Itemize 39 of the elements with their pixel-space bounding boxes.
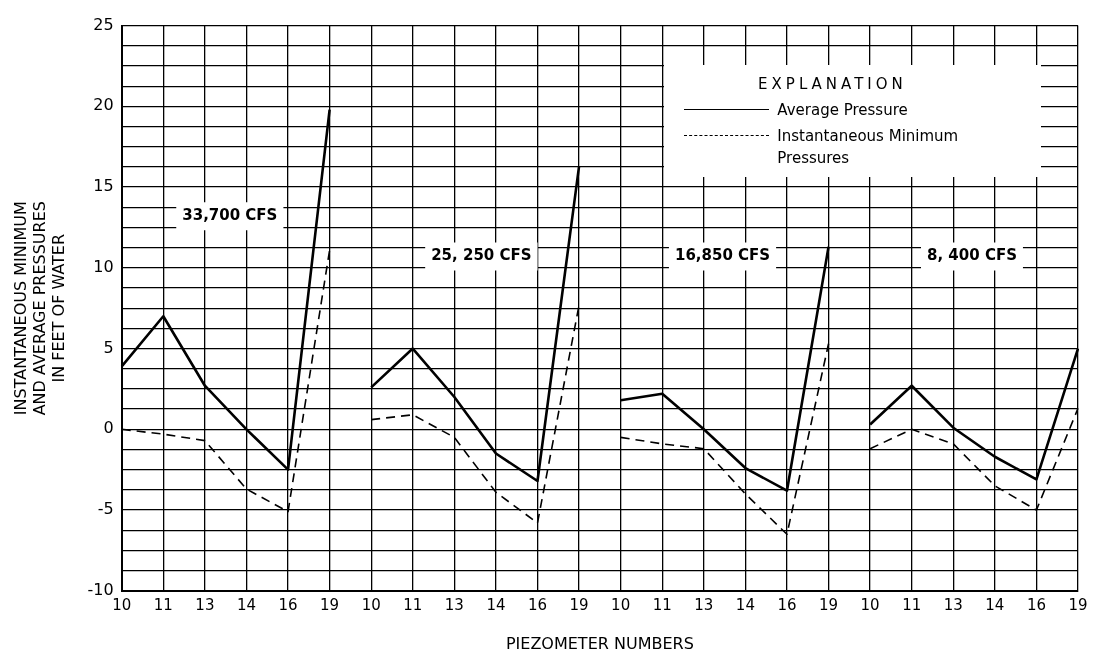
- x-axis-title: PIEZOMETER NUMBERS: [505, 633, 694, 653]
- x-tick-label: 16: [278, 595, 298, 614]
- legend-title: EXPLANATION: [757, 75, 908, 94]
- x-tick-label: 13: [444, 595, 464, 614]
- annotation: 8, 400 CFS: [927, 246, 1017, 265]
- x-tick-label: 19: [1068, 595, 1088, 614]
- y-tick-label: 0: [103, 418, 114, 438]
- y-tick-label: 25: [93, 14, 114, 34]
- x-tick-label: 14: [985, 595, 1005, 614]
- x-tick-label: 14: [735, 595, 755, 614]
- y-tick-label: 20: [93, 95, 114, 115]
- annotation: 25, 250 CFS: [431, 246, 532, 265]
- x-tick-label: 10: [361, 595, 381, 614]
- x-tick-label: 13: [943, 595, 963, 614]
- y-tick-label: 5: [103, 337, 114, 357]
- y-tick-label: 10: [93, 256, 114, 276]
- x-tick-label: 11: [403, 595, 423, 614]
- annotation: 33,700 CFS: [182, 206, 278, 225]
- x-tick-label: 11: [153, 595, 173, 614]
- x-tick-label: 16: [527, 595, 548, 614]
- x-tick-label: 16: [1026, 595, 1046, 614]
- y-tick-label: 15: [93, 176, 114, 196]
- y-tick-label: -5: [97, 499, 114, 519]
- x-tick-label: 10: [611, 595, 631, 614]
- x-tick-label: 13: [195, 595, 215, 614]
- x-tick-label: 19: [569, 595, 589, 614]
- x-tick-label: 19: [818, 595, 839, 614]
- x-tick-label: 13: [694, 595, 714, 614]
- legend-box: EXPLANATION Average Pressure Instantaneous Minimum Pressures: [664, 65, 1041, 178]
- y-tick-label: -10: [87, 579, 114, 599]
- x-tick-label: 14: [236, 595, 257, 614]
- x-tick-label: 19: [320, 595, 340, 614]
- x-tick-label: 11: [902, 595, 922, 614]
- x-tick-label: 10: [860, 595, 880, 614]
- x-tick-label: 16: [777, 595, 797, 614]
- y-axis-title: INSTANTANEOUS MINIMUM AND AVERAGE PRESSURES IN FEET OF WATER: [10, 201, 69, 416]
- annotation: 16,850 CFS: [674, 246, 771, 265]
- x-tick-label: 14: [486, 595, 506, 614]
- x-tick-label: 11: [652, 595, 672, 614]
